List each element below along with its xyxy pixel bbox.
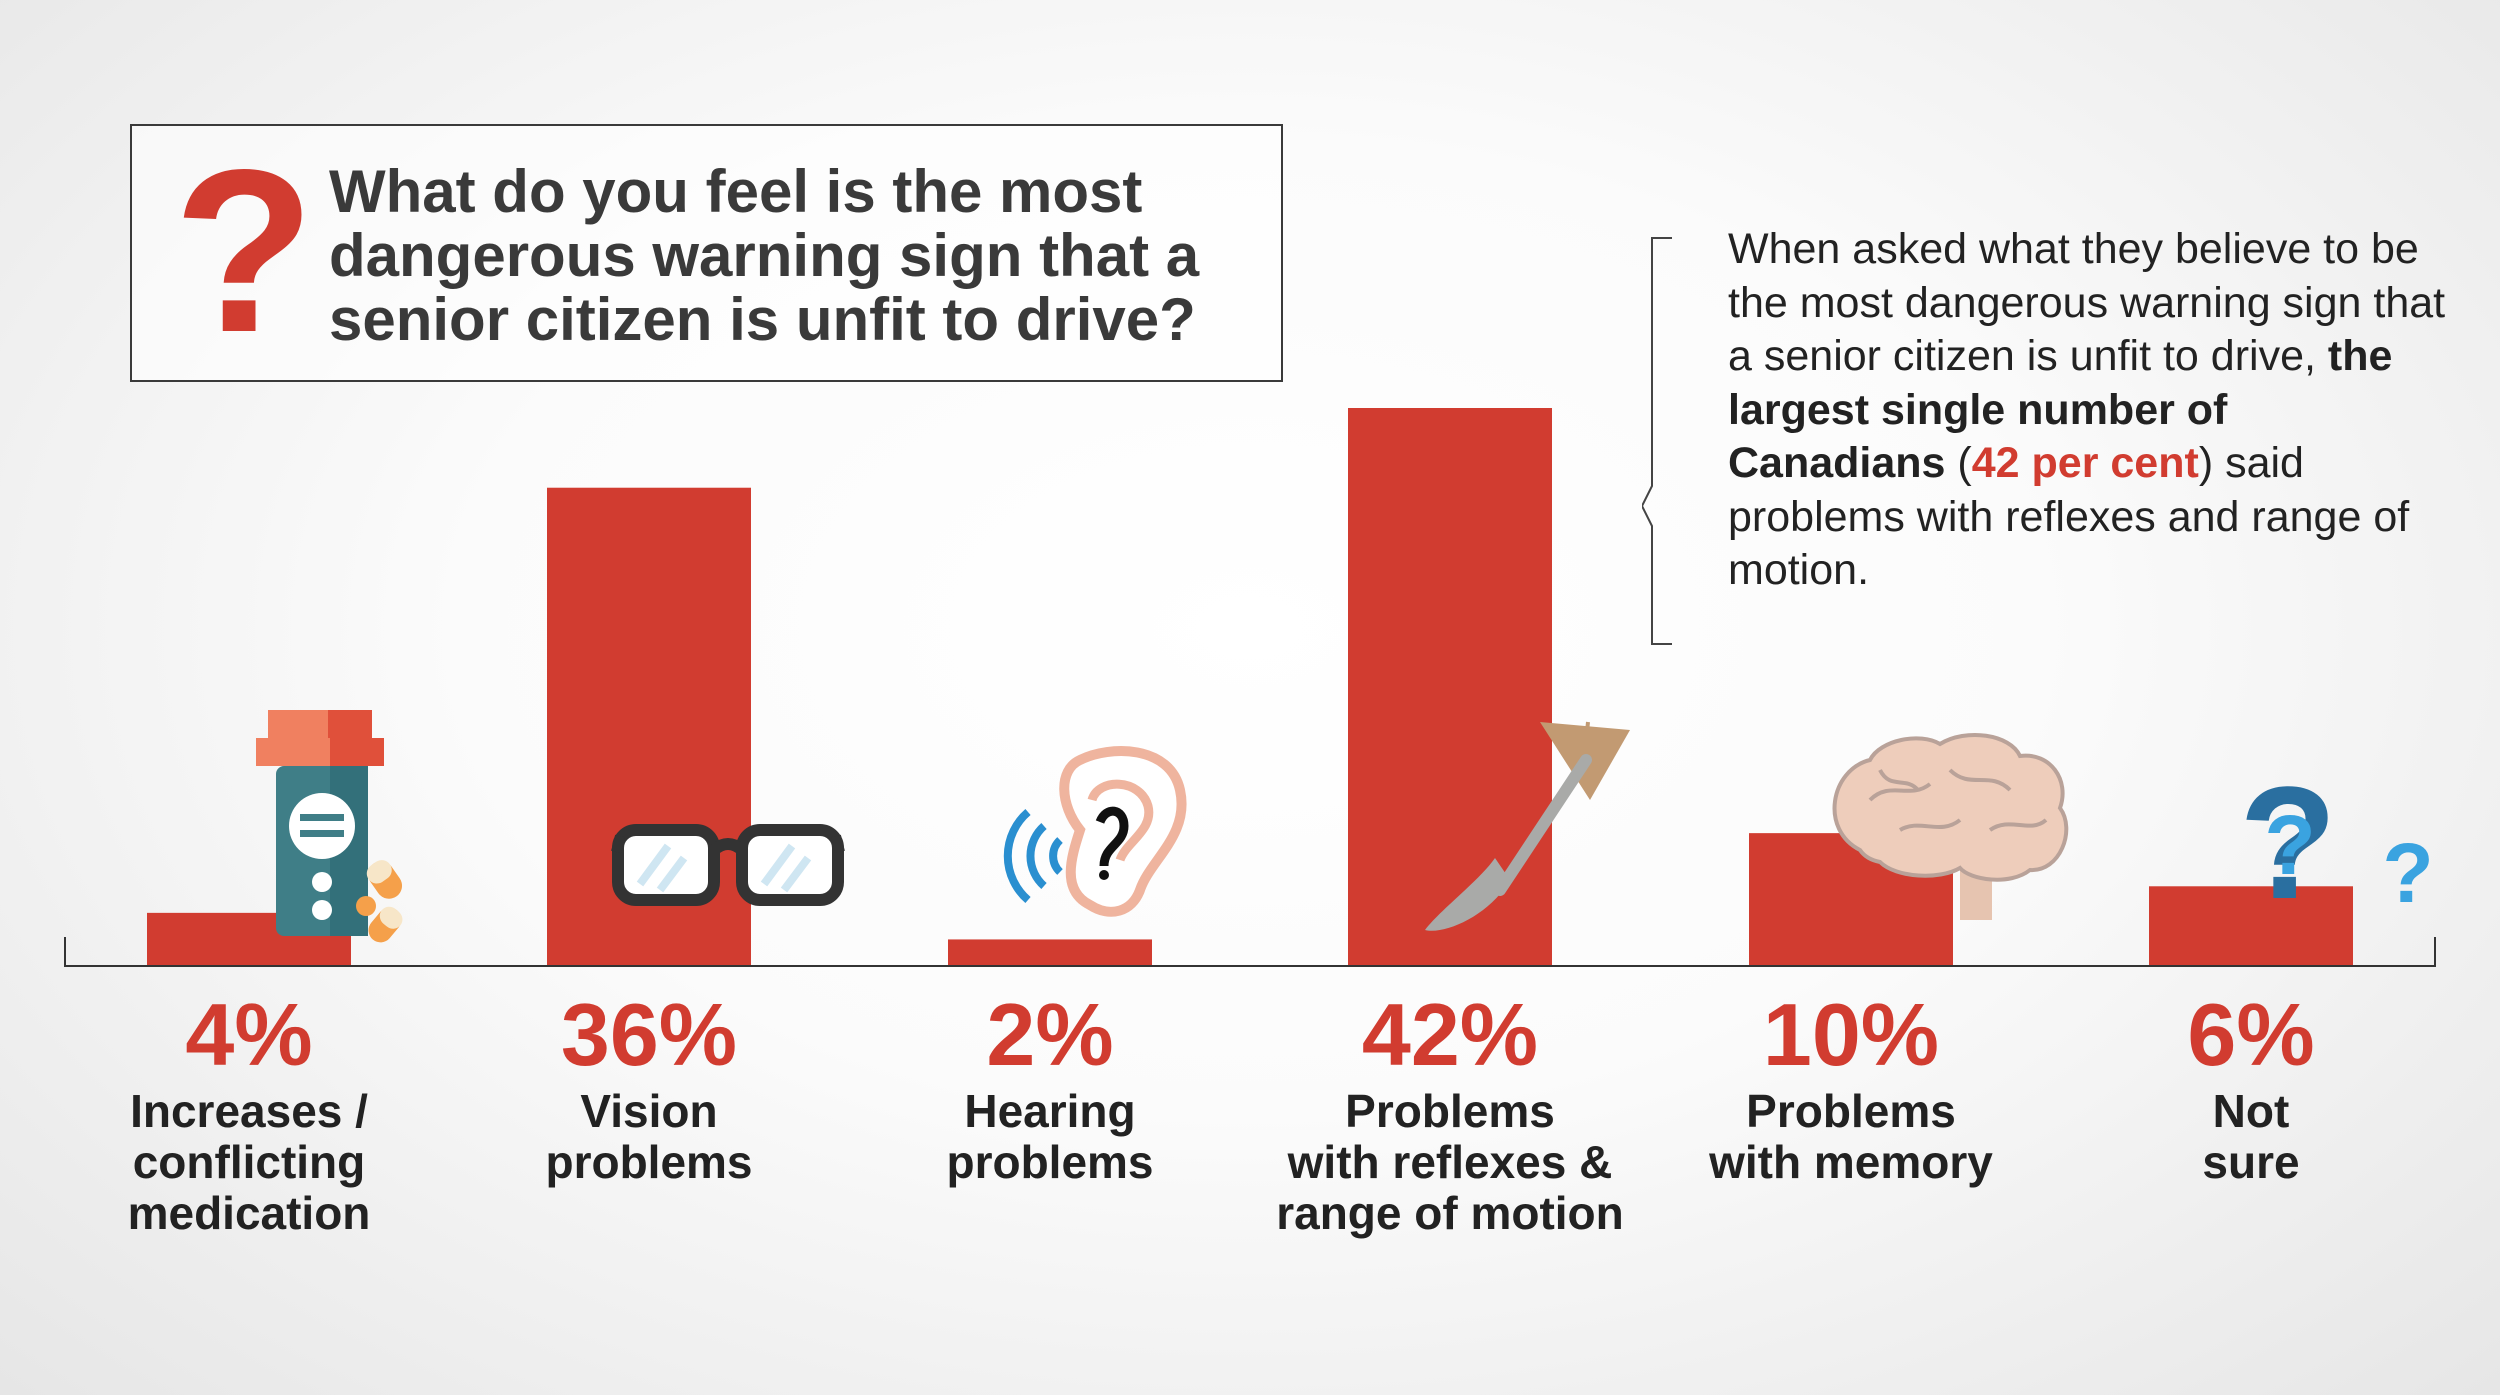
callout-paren-close: ) bbox=[2198, 439, 2214, 487]
value-label-2: 36% bbox=[560, 985, 738, 1084]
category-label-6: Not sure bbox=[2051, 1086, 2451, 1188]
question-marks-icon: ? ? ? bbox=[2239, 753, 2434, 932]
value-label-6: 6% bbox=[2187, 985, 2315, 1084]
bars bbox=[147, 408, 2353, 966]
callout-highlight: 42 per cent bbox=[1971, 439, 2199, 487]
category-label-5: Problems with memory bbox=[1651, 1086, 2051, 1188]
category-label-line: Problems bbox=[1746, 1085, 1956, 1137]
value-label-1: 4% bbox=[185, 985, 313, 1084]
question-title: What do you feel is the most dangerous w… bbox=[329, 158, 1200, 353]
brain-icon bbox=[1832, 732, 2069, 920]
x-axis-baseline bbox=[64, 937, 2436, 967]
value-label-5: 10% bbox=[1762, 985, 1940, 1084]
question-mark-icon: ? bbox=[173, 122, 315, 381]
category-label-3: Hearing problems bbox=[850, 1086, 1250, 1188]
reflex-hammer-icon bbox=[1425, 721, 1630, 931]
category-label-line: with reflexes & bbox=[1287, 1136, 1613, 1188]
category-label-line: Vision bbox=[580, 1085, 718, 1137]
pill-bottle-icon bbox=[256, 710, 403, 943]
category-label-line: range of motion bbox=[1276, 1187, 1624, 1239]
category-label-line: Hearing bbox=[964, 1085, 1136, 1137]
category-label-1: Increases / conflicting medication bbox=[49, 1086, 449, 1239]
callout-bold: the largest single number of Canadians bbox=[1728, 332, 2393, 487]
bar-3 bbox=[948, 939, 1152, 966]
question-box: ? What do you feel is the most dangerous… bbox=[130, 124, 1283, 382]
category-label-line: with memory bbox=[1709, 1136, 1993, 1188]
category-label-line: problems bbox=[946, 1136, 1154, 1188]
category-label-2: Vision problems bbox=[449, 1086, 849, 1188]
category-label-line: Not bbox=[2212, 1085, 2290, 1137]
category-label-line: conflicting bbox=[132, 1136, 366, 1188]
callout-text: When asked what they believe to be the m… bbox=[1728, 223, 2448, 598]
category-label-line: Increases / bbox=[130, 1085, 368, 1137]
svg-text:?: ? bbox=[2382, 826, 2433, 920]
callout-bracket bbox=[1642, 237, 1672, 645]
callout-paren-open: ( bbox=[1945, 439, 1972, 487]
category-label-line: sure bbox=[2202, 1136, 2300, 1188]
category-label-line: medication bbox=[127, 1187, 371, 1239]
value-label-4: 42% bbox=[1361, 985, 1539, 1084]
bar-4 bbox=[1348, 408, 1552, 966]
svg-text:?: ? bbox=[2239, 753, 2337, 932]
category-label-4: Problems with reflexes & range of motion bbox=[1250, 1086, 1650, 1239]
bar-6 bbox=[2149, 886, 2353, 966]
callout-text-b: said problems with reflexes and range of… bbox=[1728, 439, 2410, 594]
category-label-line: problems bbox=[545, 1136, 753, 1188]
svg-text:?: ? bbox=[2264, 798, 2315, 892]
value-label-3: 2% bbox=[986, 985, 1114, 1084]
callout-text-a: When asked what they believe to be the m… bbox=[1728, 225, 2446, 380]
category-label-line: Problems bbox=[1345, 1085, 1555, 1137]
ear-icon bbox=[1003, 746, 1187, 917]
glasses-icon bbox=[611, 824, 845, 906]
